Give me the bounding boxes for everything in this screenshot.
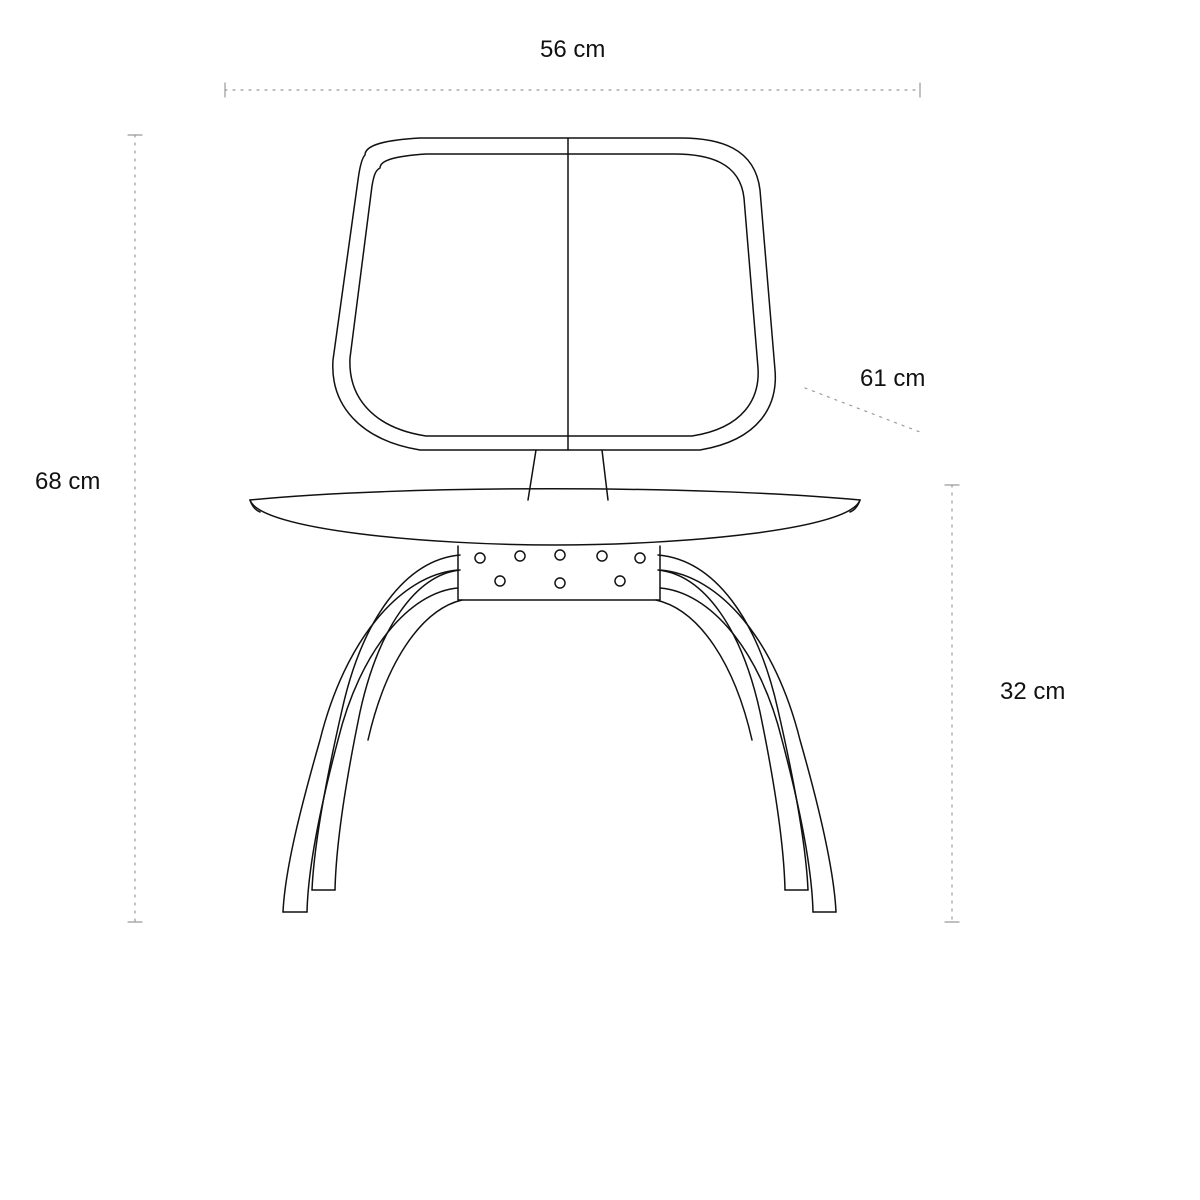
dimension-guides — [128, 83, 959, 922]
dimension-diagram: 56 cm 68 cm 61 cm 32 cm — [0, 0, 1200, 1200]
chair-outline — [250, 138, 860, 912]
diagram-svg — [0, 0, 1200, 1200]
